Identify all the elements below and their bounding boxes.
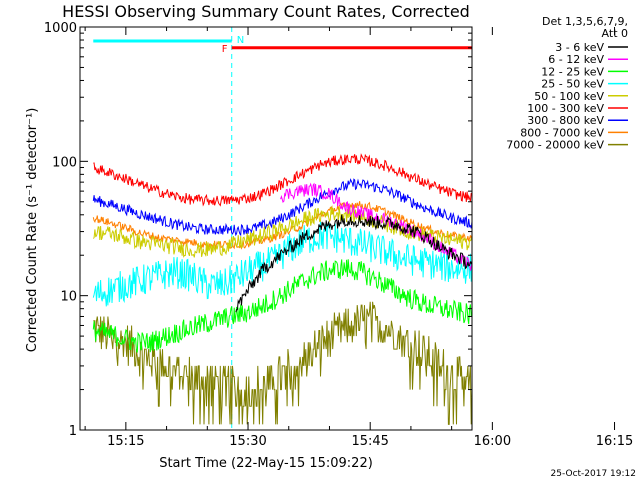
series-line	[92, 201, 472, 250]
timestamp: 25-Oct-2017 19:12	[551, 469, 636, 479]
series-lines	[92, 153, 472, 425]
legend-label: 300 - 800 keV	[527, 114, 604, 127]
legend-label: 7000 - 20000 keV	[506, 139, 604, 152]
series-line	[92, 221, 472, 307]
y-tick-label: 10	[60, 290, 77, 305]
legend-header-line: Det 1,3,5,6,7,9,	[542, 15, 628, 28]
legend-label: 12 - 25 keV	[541, 65, 604, 78]
series-line	[235, 214, 472, 313]
plot-frame	[79, 26, 473, 431]
legend-label: 3 - 6 keV	[555, 41, 604, 54]
legend-label: 100 - 300 keV	[527, 102, 604, 115]
series-line	[280, 182, 472, 271]
y-tick-label: 1000	[44, 21, 77, 36]
flag-bars: FN	[222, 35, 472, 55]
plot-border	[79, 26, 473, 431]
x-tick-label: 16:15	[596, 434, 633, 449]
x-tick-label: 16:00	[474, 434, 511, 449]
flag-label-f: F	[222, 44, 228, 55]
series-line	[92, 205, 472, 258]
y-axis-ticks: 1 10 100 1000	[44, 21, 472, 439]
y-tick-label: 100	[52, 155, 77, 170]
legend-label: 6 - 12 keV	[548, 53, 604, 66]
y-tick-label: 1	[69, 424, 77, 439]
x-tick-label: 15:30	[229, 434, 266, 449]
legend-label: 800 - 7000 keV	[520, 126, 604, 139]
legend-label: 25 - 50 keV	[541, 78, 604, 91]
series-line	[93, 153, 472, 207]
y-axis-label: Corrected Count Rate (s⁻¹ detector⁻¹)	[25, 108, 40, 353]
chart-title: HESSI Observing Summary Count Rates, Cor…	[62, 2, 470, 21]
legend-label: 50 - 100 keV	[534, 90, 604, 103]
x-tick-label: 15:15	[107, 434, 144, 449]
legend-header: Det 1,3,5,6,7,9,Att 0	[542, 15, 628, 40]
vertical-markers	[93, 27, 233, 430]
x-tick-label: 15:45	[351, 434, 388, 449]
flag-label-n: N	[237, 35, 244, 46]
series-line	[92, 259, 472, 353]
series-line	[93, 301, 472, 425]
x-axis-label: Start Time (22-May-15 15:09:22)	[159, 456, 373, 471]
series-line	[92, 178, 472, 237]
